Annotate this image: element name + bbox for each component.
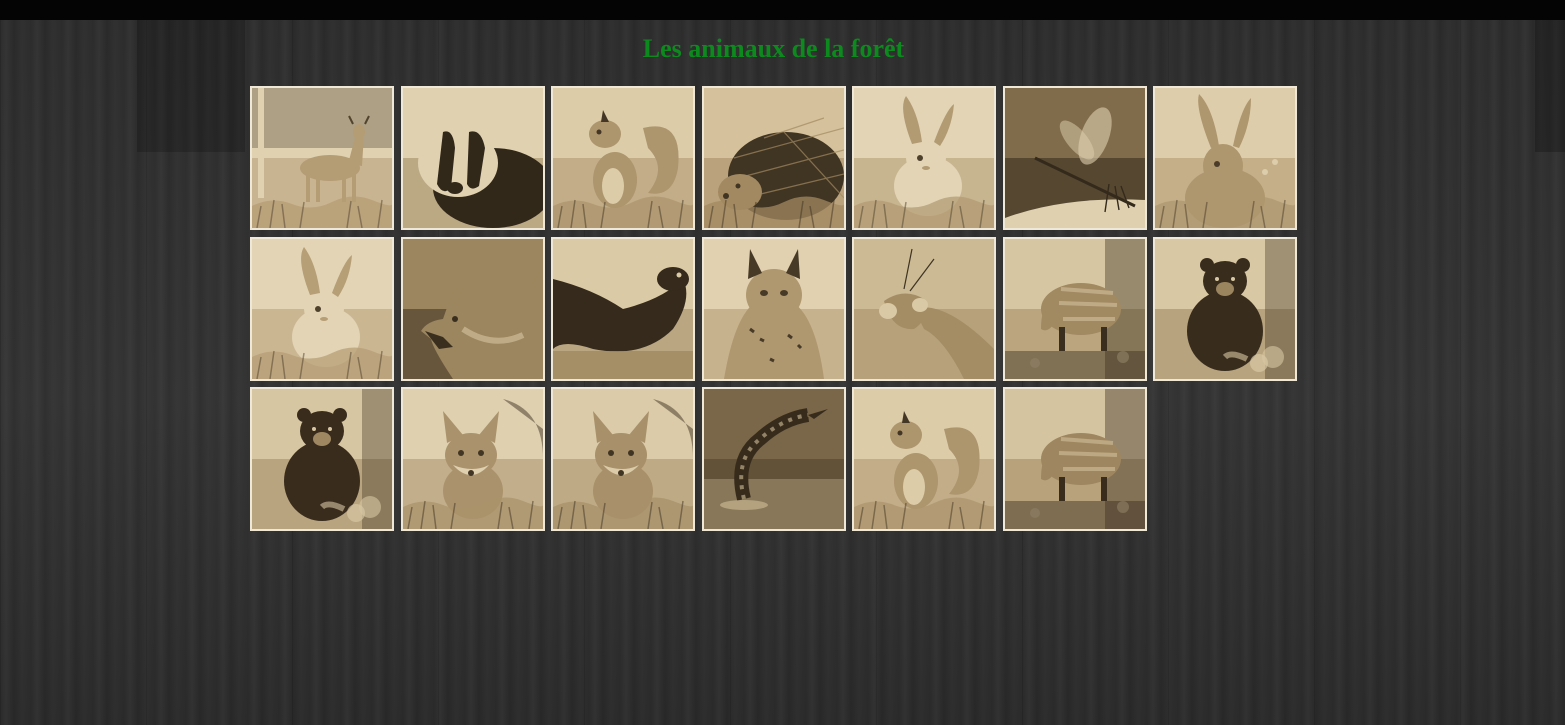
animal-photo-tile[interactable] — [1002, 236, 1147, 381]
animal-photo-tile[interactable] — [551, 236, 695, 381]
lynx-image — [703, 238, 844, 379]
animal-photo-tile[interactable] — [701, 387, 846, 531]
bear-image — [252, 389, 392, 529]
animal-photo-tile[interactable] — [551, 86, 695, 230]
wild-boar-image — [1004, 238, 1145, 379]
praying-mantis-image — [854, 238, 994, 379]
animal-photo-tile[interactable] — [250, 387, 394, 531]
hare-image — [1155, 88, 1295, 228]
animal-photo-tile[interactable] — [1153, 236, 1297, 381]
animal-photo-tile[interactable] — [400, 387, 545, 531]
bear-image — [1155, 238, 1295, 379]
page-title: Les animaux de la forêt — [642, 34, 905, 63]
fox-image — [402, 389, 543, 529]
badger-image — [402, 88, 543, 228]
top-bar — [0, 0, 1565, 20]
animal-photo-tile[interactable] — [551, 387, 695, 531]
wolf-image — [402, 238, 543, 379]
animal-photo-tile[interactable] — [701, 236, 846, 381]
squirrel-image — [553, 88, 693, 228]
animal-photo-tile[interactable] — [701, 86, 846, 230]
animal-photo-tile[interactable] — [852, 387, 996, 531]
background-shade — [137, 20, 245, 152]
deer-image — [252, 88, 392, 228]
fox-image — [553, 389, 693, 529]
animal-photo-tile[interactable] — [400, 86, 545, 230]
squirrel-image — [854, 389, 994, 529]
dragonfly-image — [1004, 88, 1145, 228]
animal-photo-tile[interactable] — [400, 236, 545, 381]
animal-photo-tile[interactable] — [1002, 86, 1147, 230]
animal-photo-tile[interactable] — [250, 86, 394, 230]
animal-photo-tile[interactable] — [852, 86, 996, 230]
animal-photo-tile[interactable] — [250, 236, 394, 381]
animal-photo-tile[interactable] — [852, 236, 996, 381]
rabbit-image — [252, 238, 392, 379]
otter-image — [553, 238, 693, 379]
hedgehog-image — [703, 88, 844, 228]
wild-boar-image — [1004, 389, 1145, 529]
rabbit-image — [854, 88, 994, 228]
snake-image — [703, 389, 844, 529]
animal-gallery — [250, 86, 1300, 531]
animal-photo-tile[interactable] — [1002, 387, 1147, 531]
background-shade — [1535, 20, 1565, 152]
animal-photo-tile[interactable] — [1153, 86, 1297, 230]
